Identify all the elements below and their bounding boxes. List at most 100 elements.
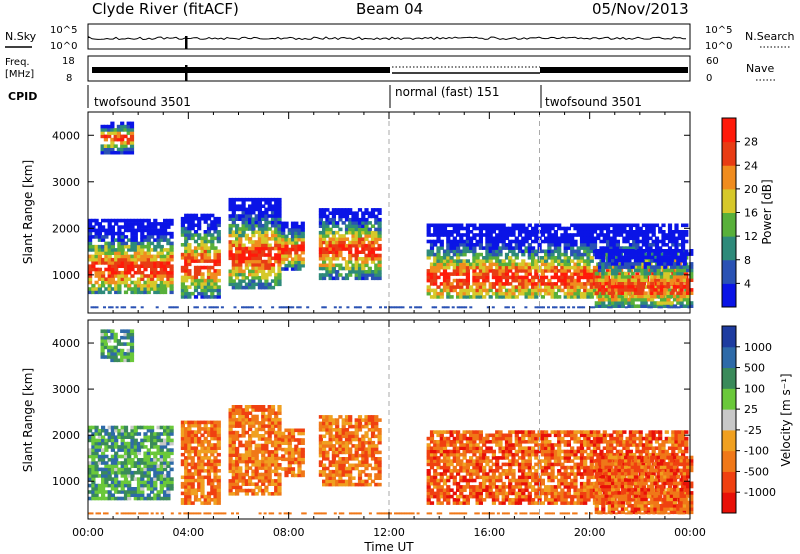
- data-cell: [294, 221, 299, 226]
- data-cell: [624, 258, 629, 263]
- data-cell: [297, 447, 302, 452]
- data-cell: [566, 269, 571, 273]
- data-cell: [107, 283, 112, 288]
- data-cell: [624, 297, 629, 302]
- data-cell: [322, 237, 327, 241]
- data-cell: [659, 301, 665, 305]
- data-cell: [91, 225, 96, 229]
- data-cell: [257, 246, 262, 251]
- data-cell: [150, 467, 155, 472]
- data-cell: [91, 228, 96, 233]
- data-cell: [646, 249, 652, 253]
- data-cell: [184, 443, 189, 447]
- data-cell: [210, 285, 215, 289]
- data-cell: [169, 441, 174, 446]
- data-cell: [521, 262, 526, 267]
- data-cell: [117, 228, 122, 233]
- data-cell: [622, 223, 627, 228]
- data-cell: [88, 464, 93, 468]
- data-cell: [579, 306, 583, 309]
- data-cell: [248, 456, 253, 461]
- data-cell: [579, 226, 585, 231]
- data-cell: [251, 417, 256, 422]
- data-cell: [442, 288, 448, 293]
- data-cell: [459, 288, 464, 293]
- data-cell: [579, 236, 585, 241]
- data-cell: [213, 259, 218, 263]
- data-cell: [614, 275, 619, 279]
- data-cell: [482, 295, 487, 299]
- data-cell: [318, 447, 323, 451]
- data-cell: [553, 223, 558, 228]
- data-cell: [120, 231, 125, 236]
- data-cell: [294, 260, 299, 265]
- data-cell: [274, 434, 279, 438]
- data-cell: [297, 451, 302, 455]
- data-cell: [354, 237, 359, 241]
- data-cell: [168, 306, 172, 309]
- data-cell: [459, 233, 464, 237]
- data-cell: [563, 249, 568, 254]
- data-cell: [166, 483, 171, 488]
- data-cell: [203, 278, 208, 283]
- data-cell: [213, 498, 218, 502]
- data-cell: [159, 238, 164, 242]
- data-cell: [104, 477, 109, 481]
- data-cell: [241, 276, 246, 280]
- data-cell: [666, 291, 671, 295]
- data-cell: [270, 256, 276, 261]
- data-cell: [534, 239, 539, 244]
- data-cell: [354, 214, 359, 219]
- data-cell: [254, 443, 259, 448]
- data-cell: [288, 306, 292, 309]
- data-cell: [146, 438, 151, 443]
- data-cell: [354, 221, 359, 225]
- data-cell: [544, 256, 549, 260]
- data-cell: [294, 254, 299, 258]
- data-cell: [630, 278, 635, 282]
- data-cell: [557, 262, 562, 267]
- data-cell: [306, 306, 310, 309]
- data-cell: [163, 480, 168, 485]
- data-cell: [364, 270, 369, 274]
- data-cell: [557, 278, 562, 283]
- data-cell: [110, 235, 115, 239]
- data-cell: [632, 223, 637, 228]
- data-cell: [517, 282, 523, 286]
- data-cell: [650, 255, 655, 260]
- data-cell: [133, 218, 138, 223]
- data-cell: [643, 297, 648, 302]
- data-cell: [488, 288, 493, 293]
- data-cell: [180, 462, 185, 467]
- data-cell: [524, 291, 529, 296]
- data-cell: [261, 233, 266, 238]
- data-cell: [270, 463, 276, 467]
- data-cell: [521, 285, 526, 289]
- data-cell: [344, 266, 350, 271]
- data-cell: [114, 254, 119, 259]
- data-cell: [491, 262, 496, 267]
- data-cell: [197, 243, 202, 247]
- data-cell: [244, 459, 249, 464]
- data-cell: [318, 415, 323, 419]
- data-cell: [341, 447, 346, 451]
- data-cell: [284, 221, 289, 226]
- data-cell: [331, 457, 336, 461]
- data-cell: [235, 463, 240, 467]
- data-cell: [573, 295, 578, 299]
- data-cell: [297, 438, 302, 442]
- data-cell: [658, 246, 663, 250]
- data-cell: [351, 463, 356, 468]
- data-cell: [94, 467, 99, 472]
- data-cell: [248, 210, 253, 215]
- data-cell: [351, 234, 356, 238]
- data-cell: [674, 226, 679, 231]
- data-cell: [104, 231, 109, 236]
- data-cell: [328, 463, 333, 468]
- data-cell: [335, 421, 340, 426]
- data-cell: [238, 285, 243, 290]
- data-cell: [143, 267, 148, 272]
- data-cell: [216, 462, 221, 467]
- data-cell: [361, 221, 366, 225]
- data-cell: [244, 446, 249, 451]
